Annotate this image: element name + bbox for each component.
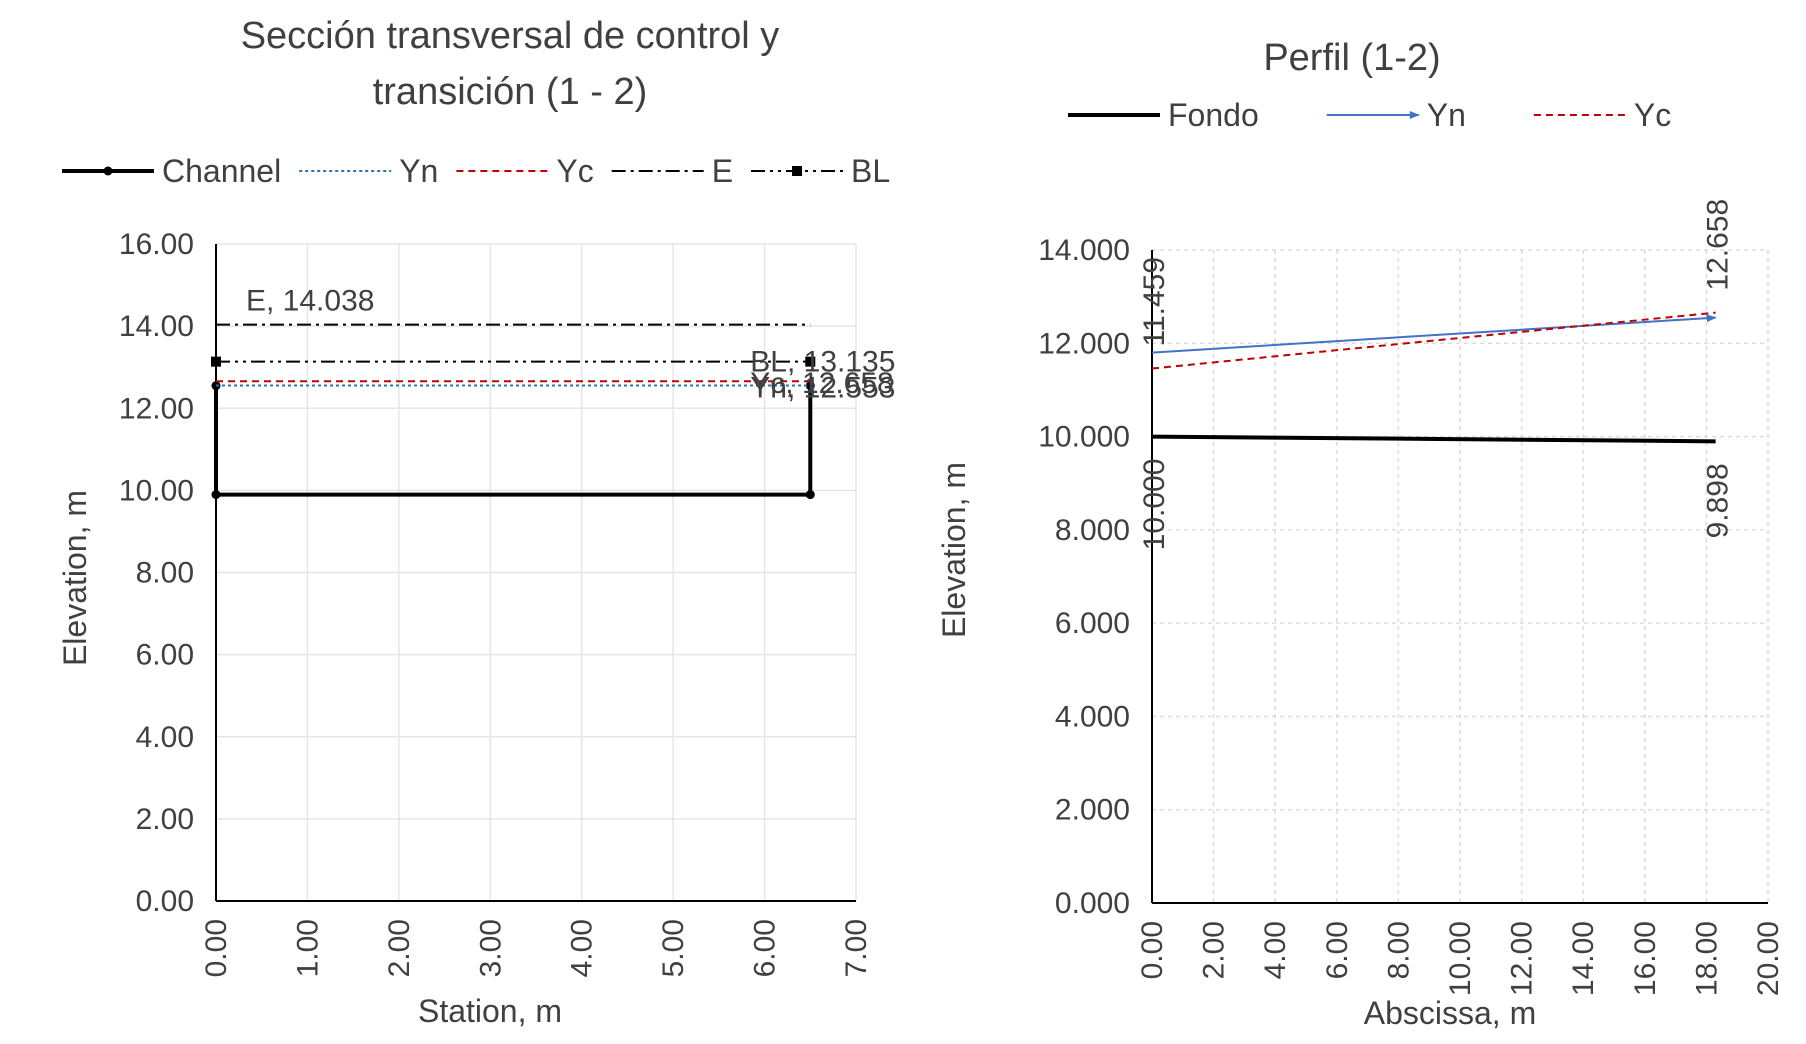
y-tick-label: 4.000 [1055, 700, 1130, 733]
channel-point [805, 490, 815, 500]
chart2-data-labels: 10.000 9.898 11.459 12.658 [1138, 199, 1735, 551]
data-label-fondo: 10.000 [1138, 459, 1171, 551]
chart2-gridlines [1151, 249, 1769, 904]
y-tick-label: 12.000 [1038, 327, 1130, 360]
legend-marker [103, 166, 113, 176]
x-tick-label: 10.00 [1444, 921, 1477, 996]
x-tick-label: 2.00 [1198, 921, 1231, 979]
y-tick-label: 6.000 [1055, 607, 1130, 640]
y-tick-label: 14.000 [1038, 234, 1130, 267]
y-tick-label: 2.00 [136, 803, 194, 836]
legend-label-yc: Yc [556, 153, 593, 189]
chart1-x-axis-label: Station, m [418, 993, 562, 1029]
x-tick-label: 6.00 [749, 919, 782, 977]
series-line-yn [1151, 314, 1717, 354]
data-label-yc: 12.658 [1702, 199, 1735, 291]
chart1-axes [215, 244, 856, 902]
bl-point [211, 356, 221, 367]
x-tick-label: 16.00 [1629, 921, 1662, 996]
x-tick-label: 3.00 [474, 919, 507, 977]
chart2-axes [1151, 250, 1768, 904]
y-tick-label: 4.00 [136, 721, 194, 754]
x-tick-label: 0.00 [1136, 921, 1169, 979]
data-label-e: E, 14.038 [246, 285, 374, 318]
channel-point [211, 490, 221, 500]
chart2-series [1151, 311, 1717, 444]
x-tick-label: 14.00 [1567, 921, 1600, 996]
x-tick-label: 1.00 [291, 919, 324, 977]
legend-label-yc: Yc [1634, 97, 1671, 133]
chart1-gridlines [215, 243, 857, 902]
bl-point [805, 356, 816, 367]
chart1-legend: Channel Yn Yc E BL [62, 153, 890, 189]
x-tick-label: 12.00 [1506, 921, 1539, 996]
series-line-yc [1151, 311, 1716, 370]
x-tick-label: 20.00 [1752, 921, 1785, 996]
legend-marker [792, 166, 803, 176]
chart1-tick-labels: 0.00 2.00 4.00 6.00 8.00 10.00 12.00 14.00 16.00… [119, 228, 873, 977]
data-label-bl: BL, 13.135 [750, 346, 895, 379]
x-tick-label: 0.00 [200, 919, 233, 977]
y-tick-label: 2.000 [1055, 794, 1130, 827]
chart1-title-line2: transición (1 - 2) [373, 71, 648, 113]
series-line-fondo [1151, 434, 1716, 444]
data-label-yc: 11.459 [1138, 257, 1171, 347]
y-tick-label: 6.00 [136, 639, 194, 672]
chart1-y-axis-label: Elevation, m [57, 490, 93, 666]
chart1-series [211, 323, 816, 500]
x-tick-label: 7.00 [840, 919, 873, 977]
y-tick-label: 12.00 [119, 392, 194, 425]
x-tick-label: 5.00 [657, 919, 690, 977]
x-tick-label: 4.00 [566, 919, 599, 977]
chart2-legend: Fondo Yn Yc [1068, 97, 1671, 133]
series-line-channel [214, 385, 813, 497]
legend-label-channel: Channel [162, 153, 281, 189]
y-tick-label: 10.00 [119, 474, 194, 507]
data-label-fondo: 9.898 [1702, 463, 1735, 538]
y-tick-label: 0.000 [1055, 887, 1130, 920]
legend-label-fondo: Fondo [1168, 97, 1259, 133]
y-tick-label: 14.00 [119, 310, 194, 343]
y-tick-label: 10.000 [1038, 421, 1130, 454]
x-tick-label: 8.00 [1382, 921, 1415, 979]
chart2-tick-labels: 0.0002.0004.0006.0008.00010.00012.00014.… [1038, 234, 1785, 996]
y-tick-label: 16.00 [119, 228, 194, 261]
legend-label-yn: Yn [399, 153, 438, 189]
y-tick-label: 8.00 [136, 557, 194, 590]
chart2-y-axis-label: Elevation, m [936, 462, 972, 638]
chart1-title-line1: Sección transversal de control y [241, 15, 780, 57]
chart2-x-axis-label: Abscissa, m [1364, 995, 1536, 1031]
legend-label-e: E [712, 153, 733, 189]
x-tick-label: 6.00 [1321, 921, 1354, 979]
legend-label-yn: Yn [1427, 97, 1466, 133]
chart2-title: Perfil (1-2) [1263, 37, 1440, 79]
chart1-title: Sección transversal de control y transic… [241, 15, 780, 113]
x-tick-label: 2.00 [383, 919, 416, 977]
legend-label-bl: BL [851, 153, 890, 189]
data-label-yn: Yn, 12.553 [750, 372, 895, 405]
chart2-title-line1: Perfil (1-2) [1263, 37, 1440, 79]
data-label-yc: Yc, 12.658 [750, 367, 893, 400]
x-tick-label: 18.00 [1690, 921, 1723, 996]
y-tick-label: 8.000 [1055, 514, 1130, 547]
x-tick-label: 4.00 [1259, 921, 1292, 979]
y-tick-label: 0.00 [136, 885, 194, 918]
